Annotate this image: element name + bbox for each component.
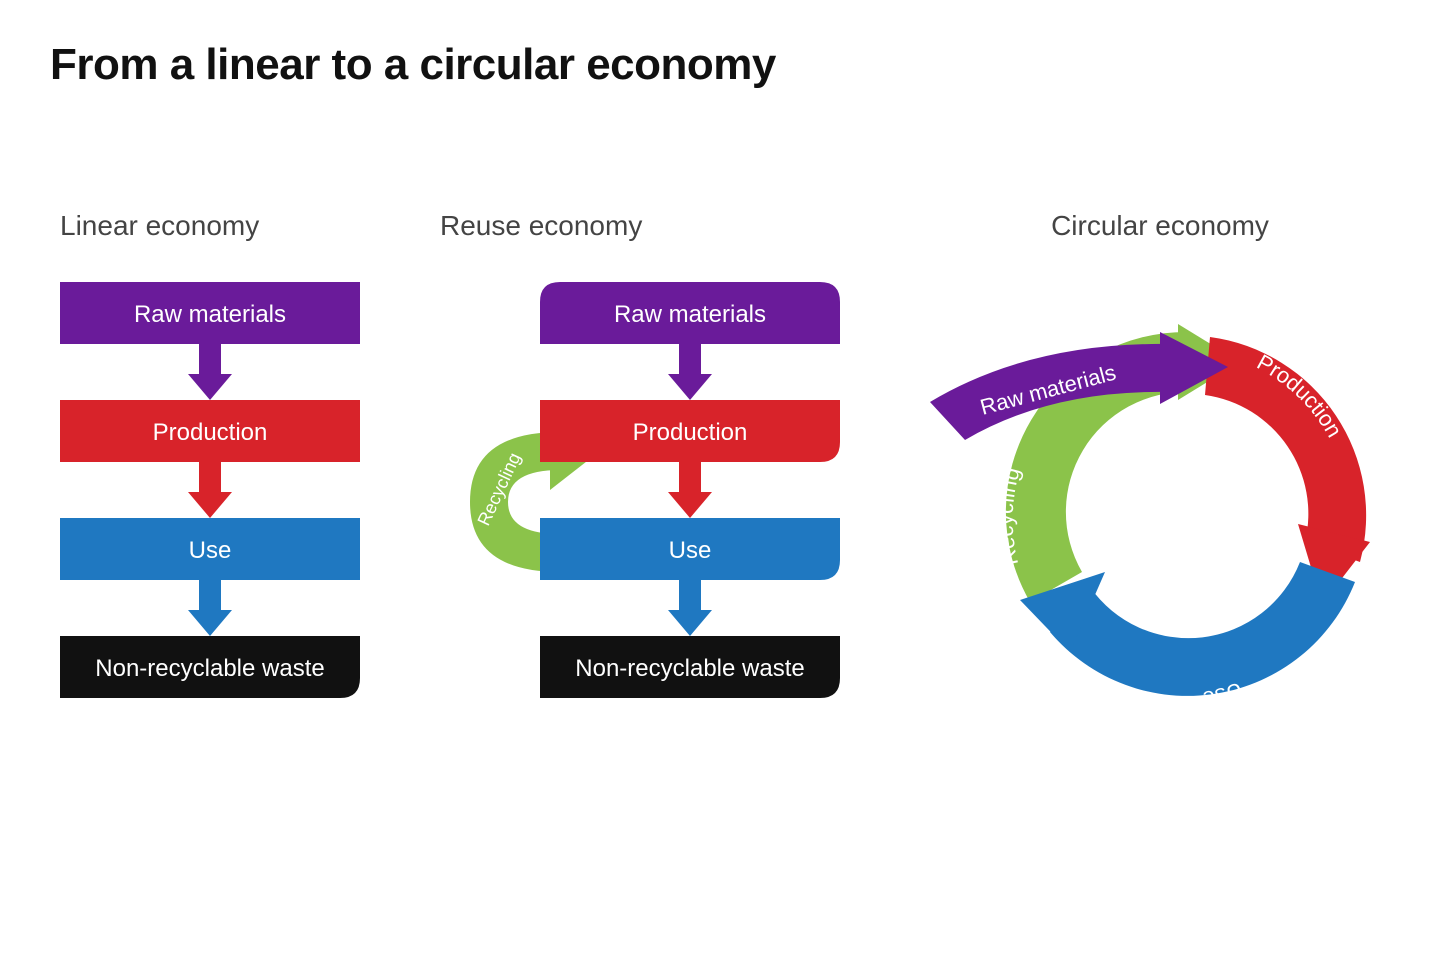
reuse-arrow-2 (668, 462, 712, 518)
circular-diagram: Recycling Production (910, 282, 1410, 762)
circular-segment-use: Use (1020, 562, 1355, 712)
reuse-diagram: Recycling Raw materials (430, 282, 850, 742)
linear-arrow-3 (188, 580, 232, 636)
circular-title: Circular economy (1051, 210, 1269, 242)
linear-title: Linear economy (50, 210, 259, 242)
diagram-columns: Linear economy Raw materials (50, 210, 1390, 762)
reuse-block-waste-label: Non-recyclable waste (575, 655, 804, 682)
linear-block-prod-label: Production (153, 419, 268, 446)
reuse-arrow-3 (668, 580, 712, 636)
linear-arrow-1 (188, 344, 232, 400)
reuse-block-use-label: Use (669, 537, 712, 564)
linear-block-use-label: Use (189, 537, 232, 564)
circular-segment-production: Production (1205, 337, 1370, 604)
reuse-block-prod-label: Production (633, 419, 748, 446)
page-title: From a linear to a circular economy (50, 40, 1390, 90)
column-reuse: Reuse economy Recycling Raw materials (430, 210, 850, 742)
linear-arrow-2 (188, 462, 232, 518)
reuse-block-raw-label: Raw materials (614, 301, 766, 328)
column-linear: Linear economy Raw materials (50, 210, 370, 742)
linear-block-waste-label: Non-recyclable waste (95, 655, 324, 682)
reuse-arrow-1 (668, 344, 712, 400)
column-circular: Circular economy Recycl (910, 210, 1410, 762)
linear-diagram: Raw materials Production (50, 282, 370, 742)
reuse-title: Reuse economy (430, 210, 642, 242)
linear-block-raw-label: Raw materials (134, 301, 286, 328)
